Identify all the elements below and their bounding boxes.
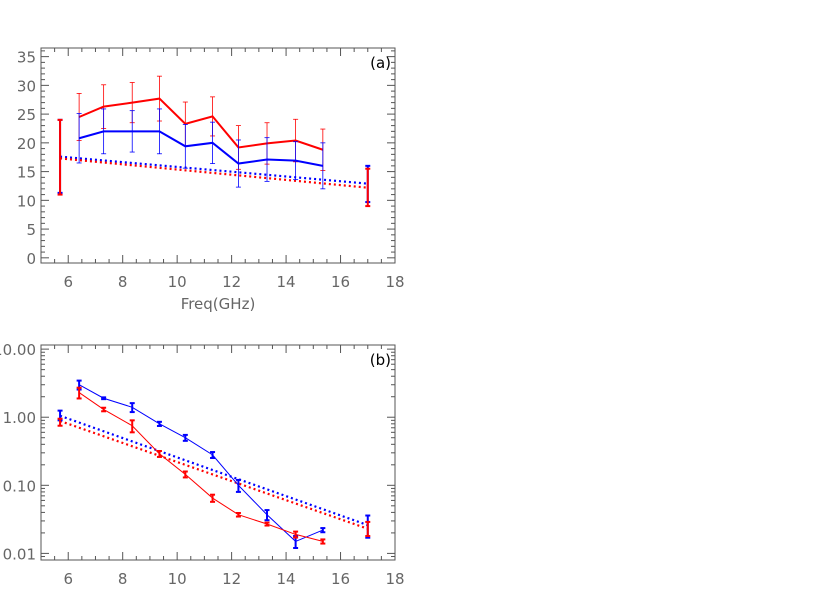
- y-tick-label: 0.10: [3, 477, 36, 495]
- panel-a: 6 8 10 12 14 16 18 0 5 10 15 20 25 30 35 Freq(GHz) (a): [17, 47, 405, 313]
- x-tick-label: 8: [118, 570, 128, 588]
- x-tick-label: 10: [168, 570, 187, 588]
- x-tick-label: 10: [168, 273, 187, 291]
- y-tick-label: 25: [17, 106, 36, 124]
- panel-label: (a): [370, 54, 391, 72]
- x-tick-label: 14: [277, 570, 296, 588]
- x-tick-label: 6: [63, 273, 73, 291]
- series-line: [78, 97, 324, 151]
- x-tick-label: 14: [277, 273, 296, 291]
- x-axis-label: Freq(GHz): [181, 295, 256, 313]
- y-tick-label: 15: [17, 164, 36, 182]
- series-line: [78, 392, 323, 542]
- plot-frame: [40, 344, 396, 561]
- dotted-model-line: [59, 157, 368, 189]
- plot-frame: [40, 47, 396, 264]
- series-line: [78, 384, 324, 542]
- panel-b: 6 8 10 12 14 16 18 10.00 1.00 0.10 0.01 (b): [0, 341, 405, 588]
- series-line: [78, 130, 324, 167]
- dotted-model-line: [59, 414, 369, 527]
- y-tick-label: 35: [17, 49, 36, 67]
- y-tick-label: 10.00: [0, 341, 36, 359]
- x-tick-label: 12: [222, 570, 241, 588]
- panel-label: (b): [370, 351, 391, 369]
- x-tick-label: 18: [385, 570, 404, 588]
- x-tick-label: 6: [63, 570, 73, 588]
- y-tick-label: 30: [17, 77, 36, 95]
- y-tick-label: 0.01: [3, 545, 36, 563]
- dotted-model-line: [59, 155, 368, 185]
- x-tick-label: 12: [222, 273, 241, 291]
- y-tick-label: 1.00: [3, 409, 36, 427]
- y-tick-label: 5: [26, 221, 36, 239]
- x-tick-label: 18: [385, 273, 404, 291]
- y-tick-label: 20: [17, 135, 36, 153]
- x-tick-label: 16: [331, 570, 350, 588]
- y-tick-label: 0: [26, 250, 36, 268]
- x-tick-label: 16: [331, 273, 350, 291]
- dotted-model-line: [59, 419, 369, 530]
- x-tick-label: 8: [118, 273, 128, 291]
- y-tick-label: 10: [17, 192, 36, 210]
